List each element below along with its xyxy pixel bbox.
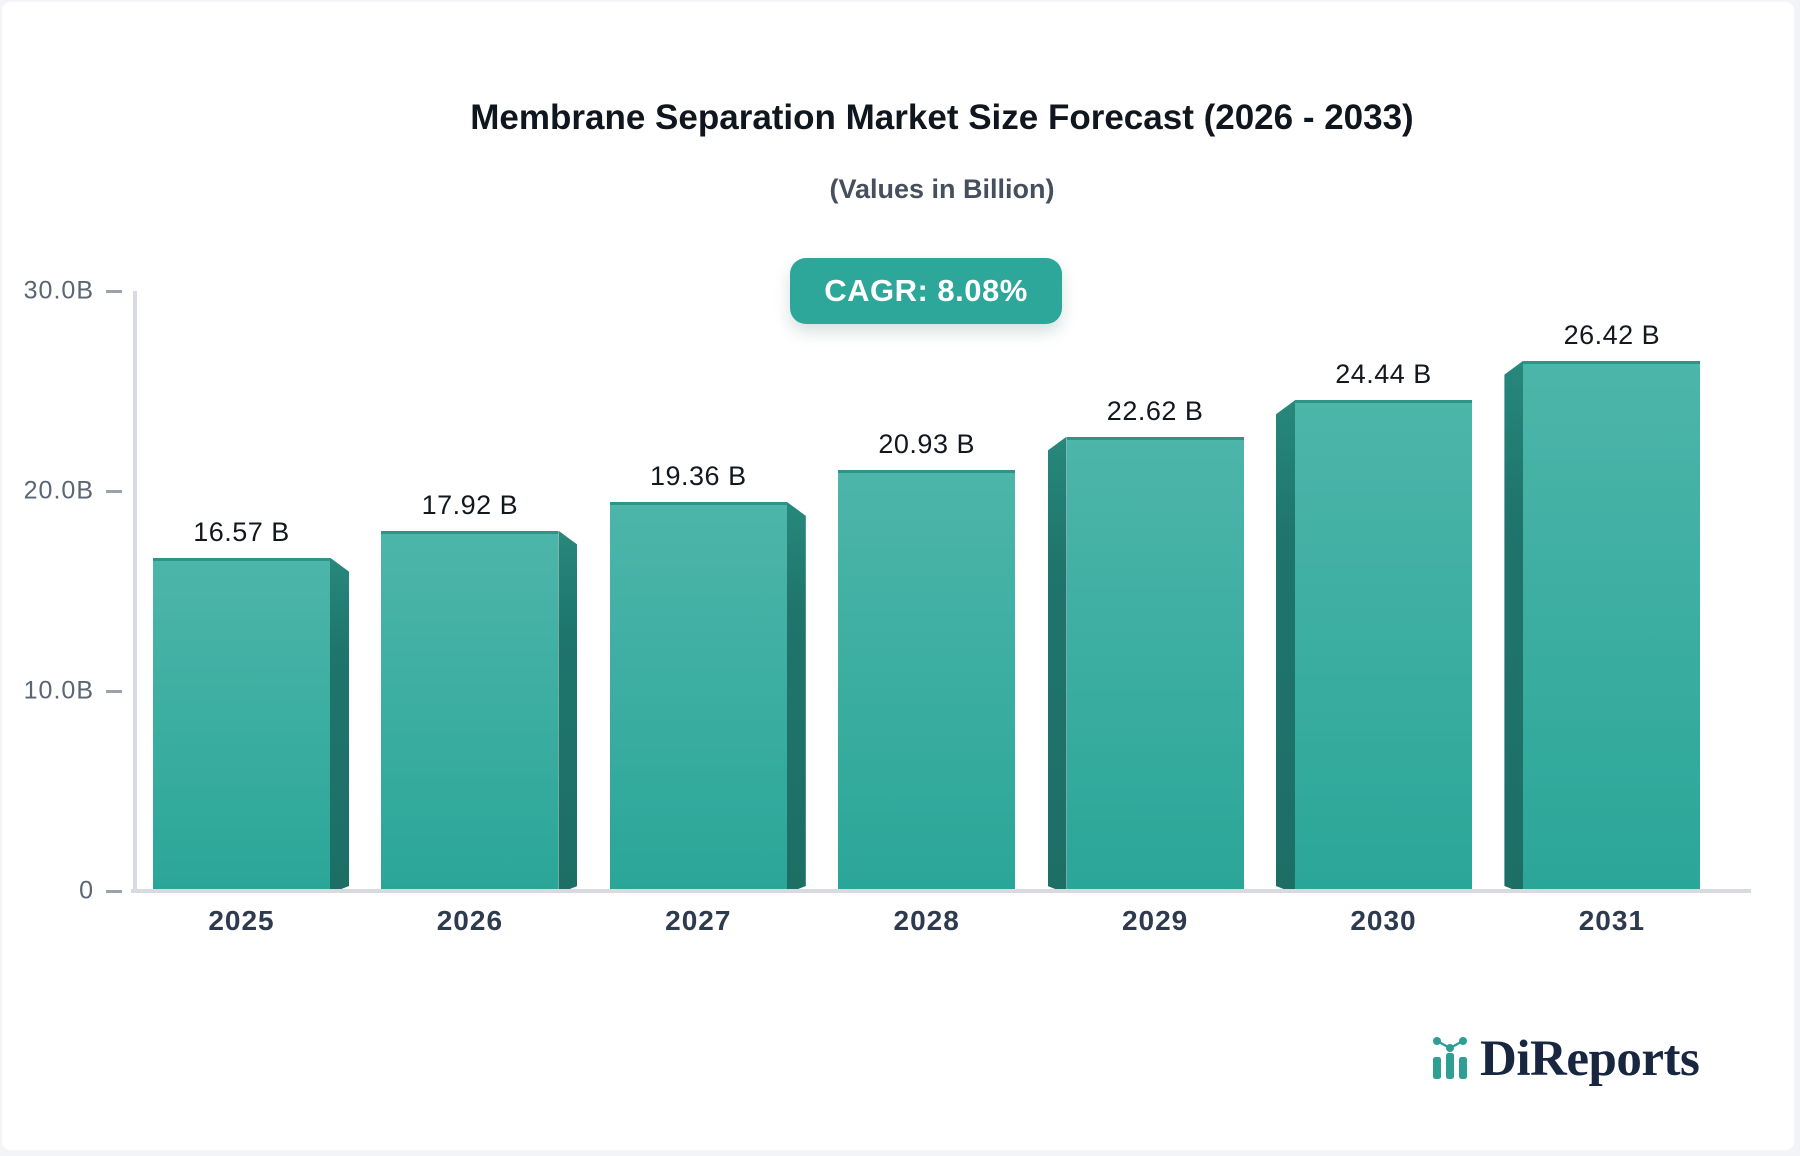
x-axis-category-label: 2026 bbox=[436, 905, 504, 936]
bar-value-label: 24.44 B bbox=[1335, 359, 1432, 390]
chart-title: Membrane Separation Market Size Forecast… bbox=[470, 98, 1414, 137]
direports-logo-text: DiReports bbox=[1480, 1031, 1700, 1087]
bar-value-label: 22.62 B bbox=[1106, 395, 1204, 426]
bar-2029[interactable] bbox=[1066, 436, 1244, 889]
bar-3d-side bbox=[558, 531, 577, 889]
y-axis-line bbox=[133, 291, 137, 893]
y-axis-tick bbox=[106, 290, 122, 293]
y-axis-tick-label: 20.0B bbox=[23, 476, 94, 505]
x-axis-category-label: 2030 bbox=[1350, 905, 1417, 936]
bar-2027[interactable] bbox=[609, 501, 787, 889]
bar-value-label: 16.57 B bbox=[193, 516, 290, 547]
cagr-badge-label: CAGR: 8.08% bbox=[824, 273, 1028, 308]
y-axis-tick-label: 30.0B bbox=[23, 276, 94, 305]
y-axis-tick bbox=[106, 690, 122, 693]
bar-value-label: 17.92 B bbox=[421, 489, 519, 520]
bar-2030[interactable] bbox=[1295, 400, 1472, 889]
bar-2028[interactable] bbox=[838, 470, 1016, 889]
cagr-badge: CAGR: 8.08% bbox=[790, 258, 1062, 324]
bar-2031[interactable] bbox=[1523, 360, 1701, 889]
bar-3d-side bbox=[1504, 361, 1523, 889]
x-axis-category-label: 2029 bbox=[1121, 905, 1189, 936]
x-axis-category-label: 2027 bbox=[665, 905, 732, 936]
x-axis-category-label: 2031 bbox=[1578, 905, 1646, 936]
x-axis-line bbox=[131, 889, 1751, 893]
bar-3d-side bbox=[1276, 400, 1295, 889]
bar-value-label: 20.93 B bbox=[878, 429, 975, 460]
bar-2025[interactable] bbox=[153, 557, 330, 889]
plot-area: 30.0B 20.0B 10.0B 0 16.57 B 2025 17.92 B 2026 19… bbox=[24, 277, 1751, 936]
y-axis-tick-label: 0 bbox=[79, 876, 94, 905]
bar-2026[interactable] bbox=[381, 530, 559, 889]
bar-value-label: 26.42 B bbox=[1563, 319, 1661, 350]
y-axis-tick bbox=[106, 490, 122, 493]
chart-subtitle: (Values in Billion) bbox=[829, 174, 1055, 204]
bar-3d-side bbox=[787, 502, 806, 889]
x-axis-category-label: 2028 bbox=[893, 905, 960, 936]
x-axis-category-label: 2025 bbox=[208, 905, 275, 936]
y-axis-tick-label: 10.0B bbox=[23, 676, 94, 705]
direports-logo: DiReports bbox=[1430, 1030, 1700, 1087]
y-axis-tick bbox=[106, 890, 122, 893]
bar-3d-side bbox=[1048, 437, 1067, 889]
bar-value-label: 19.36 B bbox=[650, 460, 747, 491]
direports-logo-icon bbox=[1433, 1037, 1467, 1079]
bar-3d-side bbox=[330, 558, 349, 889]
